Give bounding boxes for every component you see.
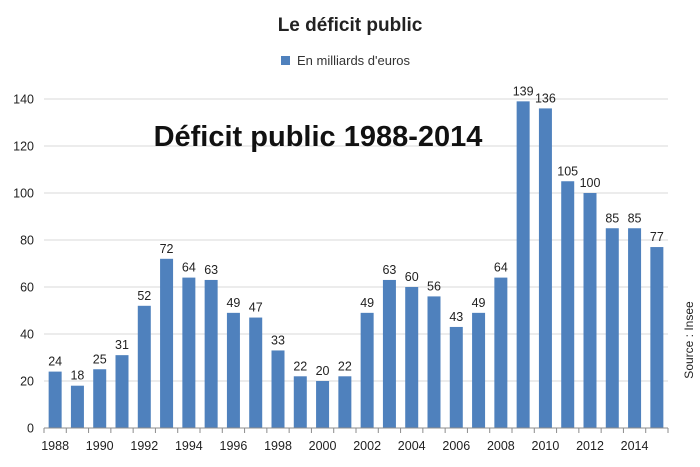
bar-2003	[382, 279, 396, 428]
bar-1988	[48, 371, 62, 428]
bar-2013	[605, 228, 619, 428]
bar-2006	[449, 326, 463, 428]
bar-2008	[494, 277, 508, 428]
data-label-2000: 20	[316, 364, 330, 378]
x-tick-label: 2000	[309, 439, 337, 453]
data-label-1993: 72	[160, 242, 174, 256]
bar-1989	[70, 385, 84, 428]
data-label-1994: 64	[182, 261, 196, 275]
data-label-2003: 63	[382, 263, 396, 277]
data-label-2007: 49	[472, 296, 486, 310]
bars	[48, 101, 664, 429]
bar-2007	[472, 312, 486, 428]
y-tick-label: 40	[20, 328, 34, 342]
x-axis-ticks: 1988 1990 1992 1994 1996 1998 2000 2002 2004 2006…	[41, 428, 669, 453]
data-label-2004: 60	[405, 270, 419, 284]
legend-swatch	[281, 56, 290, 65]
y-tick-label: 80	[20, 234, 34, 248]
data-label-1997: 47	[249, 301, 263, 315]
data-label-1991: 31	[115, 338, 129, 352]
bar-1999	[293, 376, 307, 428]
x-tick-label: 1998	[264, 439, 292, 453]
bar-1990	[93, 369, 107, 428]
data-label-1989: 18	[70, 369, 84, 383]
y-tick-label: 120	[13, 140, 34, 154]
x-tick-label: 2010	[532, 439, 560, 453]
bar-1994	[182, 277, 196, 428]
bar-1996	[226, 312, 240, 428]
bar-2000	[316, 381, 330, 428]
x-tick-label: 1990	[86, 439, 114, 453]
bar-2004	[405, 287, 419, 428]
x-tick-label: 2002	[353, 439, 381, 453]
y-tick-label: 0	[27, 422, 34, 436]
data-label-1998: 33	[271, 333, 285, 347]
data-label-1992: 52	[137, 289, 151, 303]
legend-label: En milliards d'euros	[297, 53, 411, 68]
x-tick-label: 2008	[487, 439, 515, 453]
data-label-2005: 56	[427, 279, 441, 293]
bar-2009	[516, 101, 530, 428]
bar-1991	[115, 355, 129, 428]
data-label-1996: 49	[226, 296, 240, 310]
x-tick-label: 2012	[576, 439, 604, 453]
bar-1995	[204, 279, 218, 428]
x-tick-label: 1992	[130, 439, 158, 453]
bar-2005	[427, 296, 441, 428]
data-label-2010: 136	[535, 91, 556, 105]
bar-2015	[650, 247, 664, 428]
data-label-2006: 43	[449, 310, 463, 324]
overlay-title: Déficit public 1988-2014	[154, 121, 483, 153]
y-axis-ticks: 0 20 40 60 80 100 120 140	[13, 93, 34, 436]
data-labels: 24 18 25 31 52 72 64 63 49 47 33 22 20 22 49 63 60 56 43 49…	[48, 84, 664, 382]
y-tick-label: 20	[20, 375, 34, 389]
x-tick-label: 1988	[41, 439, 69, 453]
data-label-2012: 100	[580, 176, 601, 190]
x-tick-label: 1994	[175, 439, 203, 453]
bar-2002	[360, 312, 374, 428]
bar-2010	[538, 108, 552, 429]
data-label-2013: 85	[605, 211, 619, 225]
data-label-2002: 49	[360, 296, 374, 310]
x-tick-label: 2004	[398, 439, 426, 453]
y-tick-label: 100	[13, 187, 34, 201]
bar-2012	[583, 193, 597, 428]
x-tick-label: 2006	[442, 439, 470, 453]
data-label-2009: 139	[513, 84, 534, 98]
x-tick-label: 2014	[621, 439, 649, 453]
data-label-2011: 105	[557, 164, 578, 178]
data-label-1990: 25	[93, 352, 107, 366]
bar-1993	[160, 258, 174, 428]
bar-1992	[137, 305, 151, 428]
data-label-1995: 63	[204, 263, 218, 277]
source-note: Source : Insee	[682, 301, 696, 379]
data-label-2001: 22	[338, 359, 352, 373]
y-tick-label: 140	[13, 93, 34, 107]
y-tick-label: 60	[20, 281, 34, 295]
data-label-1988: 24	[48, 355, 62, 369]
x-tick-label: 1996	[220, 439, 248, 453]
bar-1997	[249, 317, 263, 428]
bar-1998	[271, 350, 285, 428]
bar-2001	[338, 376, 352, 428]
data-label-2014: 85	[628, 211, 642, 225]
data-label-2015: 77	[650, 230, 664, 244]
data-label-1999: 22	[293, 359, 307, 373]
data-label-2008: 64	[494, 261, 508, 275]
chart-title: Le déficit public	[278, 15, 423, 36]
bar-2014	[628, 228, 642, 428]
bar-2011	[561, 181, 575, 428]
